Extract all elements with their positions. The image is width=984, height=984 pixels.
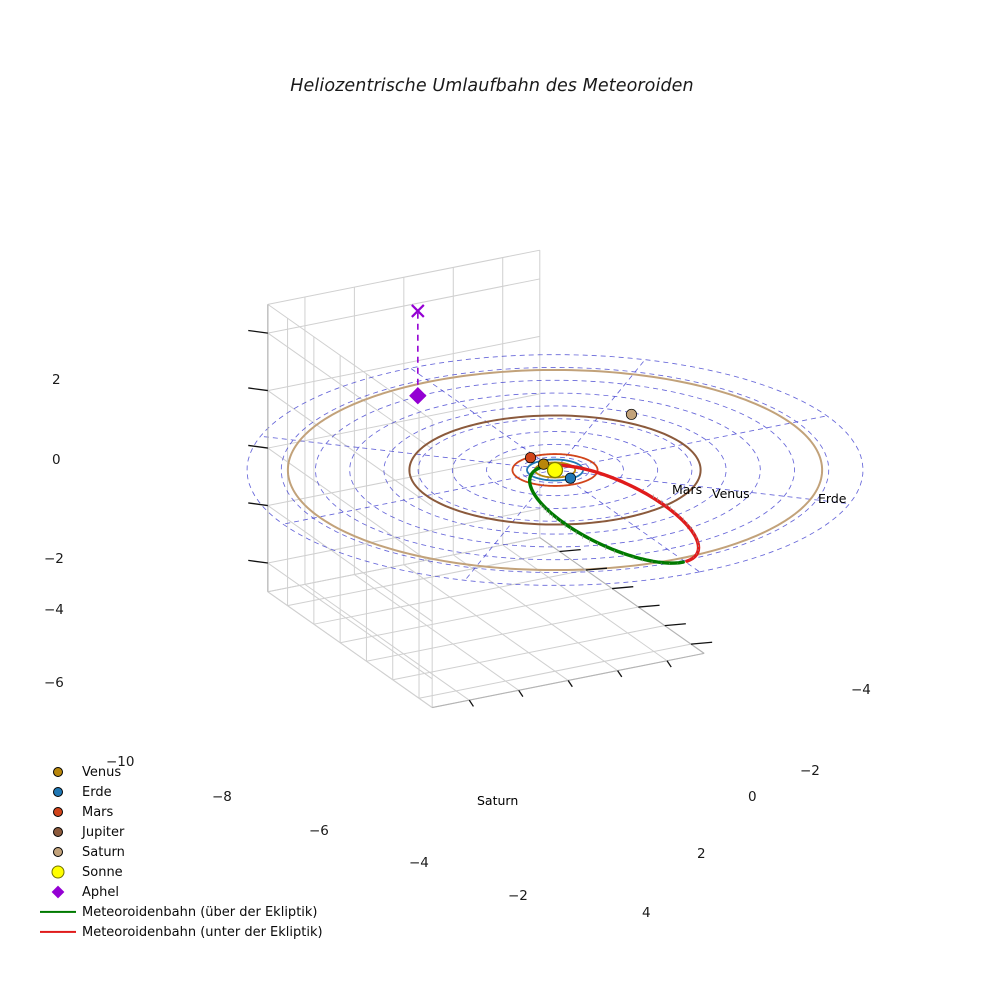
circle-marker [38,822,78,842]
y-axis-tick-label: −4 [851,682,871,698]
circle-marker [38,782,78,802]
x-axis-tick-label: −8 [212,789,232,805]
erde-label: Erde [818,491,847,506]
x-axis-tick-label: −10 [106,754,135,770]
saturn-label: Saturn [477,793,519,808]
x-axis-tick-label: −4 [409,855,429,871]
legend-item[interactable]: Saturn [38,842,368,862]
diamond-marker [38,882,78,902]
legend-item[interactable]: Mars [38,802,368,822]
legend-item-label: Venus [82,764,122,780]
plot-title: Heliozentrische Umlaufbahn des Meteoroid… [290,76,694,96]
z-axis-tick-label: −4 [44,602,64,618]
body-marker-mars [524,452,537,464]
venus-label: Venus [712,486,750,501]
y-axis-tick-label: −2 [800,763,820,779]
body-marker-venus [538,458,550,470]
y-axis-tick-label: 4 [642,905,651,921]
legend-item[interactable]: Jupiter [38,822,368,842]
legend-item[interactable]: Meteoroidenbahn (unter der Ekliptik) [38,922,368,942]
aphel-marker [409,387,427,405]
legend-item[interactable]: Aphel [38,882,368,902]
mars-label: Mars [672,482,703,497]
legend-item-label: Meteoroidenbahn (über der Ekliptik) [82,904,318,920]
ecliptic-polar-grid [246,354,864,586]
aphel-marker-group [409,304,427,405]
legend-item-label: Saturn [82,844,125,860]
legend-item-label: Jupiter [82,824,125,840]
body-marker-sonne [546,461,564,479]
aphel-projection-x-marker [411,304,425,318]
z-axis-tick-label: 0 [52,452,61,468]
grid-panes [267,249,705,709]
circle-marker [38,762,78,782]
line-swatch [38,922,78,942]
legend-item[interactable]: Sonne [38,862,368,882]
body-markers [524,408,637,484]
x-axis-tick-label: −6 [309,823,329,839]
legend-item-label: Sonne [82,864,123,880]
z-axis-tick-label: 2 [52,372,61,388]
orbit-saturn [286,368,824,572]
y-axis-tick-label: 2 [697,846,706,862]
circle-marker [38,802,78,822]
legend-item-label: Mars [82,804,114,820]
z-axis-tick-label: −6 [44,675,64,691]
legend: Venus Erde Mars Jupiter Saturn Sonne Aphel Mete… [38,762,368,942]
x-axis-tick-label: −2 [508,888,528,904]
body-marker-saturn [625,408,637,420]
legend-item[interactable]: Meteoroidenbahn (über der Ekliptik) [38,902,368,922]
circle-marker [38,862,78,882]
circle-marker [38,842,78,862]
line-swatch [38,902,78,922]
legend-item-label: Aphel [82,884,119,900]
y-axis-tick-label: 0 [748,789,757,805]
legend-item[interactable]: Venus [38,762,368,782]
z-axis-tick-label: −2 [44,551,64,567]
axis-spines [248,304,713,709]
orbit-jupiter [408,414,702,526]
body-marker-erde [564,472,577,484]
legend-item-label: Meteoroidenbahn (unter der Ekliptik) [82,924,323,940]
trajectory-stems [541,494,699,565]
legend-item[interactable]: Erde [38,782,368,802]
legend-item-label: Erde [82,784,112,800]
